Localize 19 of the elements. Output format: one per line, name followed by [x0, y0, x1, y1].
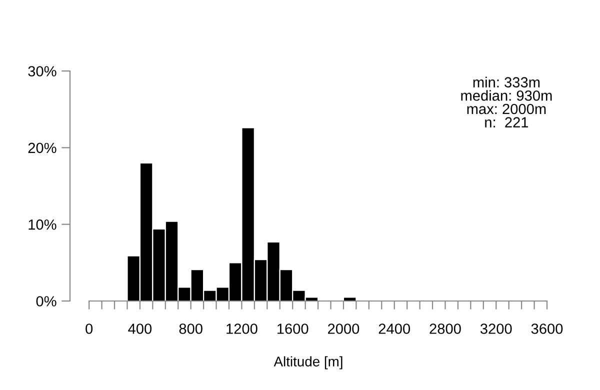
annotation: max: 2000m — [467, 104, 546, 114]
y-tick-label: 30% — [28, 66, 56, 76]
x-tick-label: 2800 — [430, 324, 461, 334]
x-tick-label: 3200 — [480, 324, 512, 334]
x-tick-label: 800 — [179, 324, 202, 334]
x-tick-label: 0 — [86, 324, 93, 334]
y-tick-label: 10% — [28, 219, 56, 230]
x-tick-label: 3600 — [531, 324, 563, 334]
x-tick-label: 2000 — [328, 324, 360, 334]
x-axis-title: Altitude [m] — [274, 356, 342, 370]
y-tick-label: 0% — [36, 296, 56, 306]
annotation: min: 333m — [473, 76, 540, 88]
y-tick-label: 20% — [28, 142, 56, 154]
x-tick-label: 1200 — [226, 324, 258, 334]
x-tick-label: 400 — [128, 324, 152, 334]
x-tick-label: 2400 — [378, 324, 410, 334]
annotation: n: 221 — [485, 117, 528, 128]
x-tick-label: 1600 — [277, 324, 308, 334]
annotation: median: 930m — [461, 90, 552, 101]
